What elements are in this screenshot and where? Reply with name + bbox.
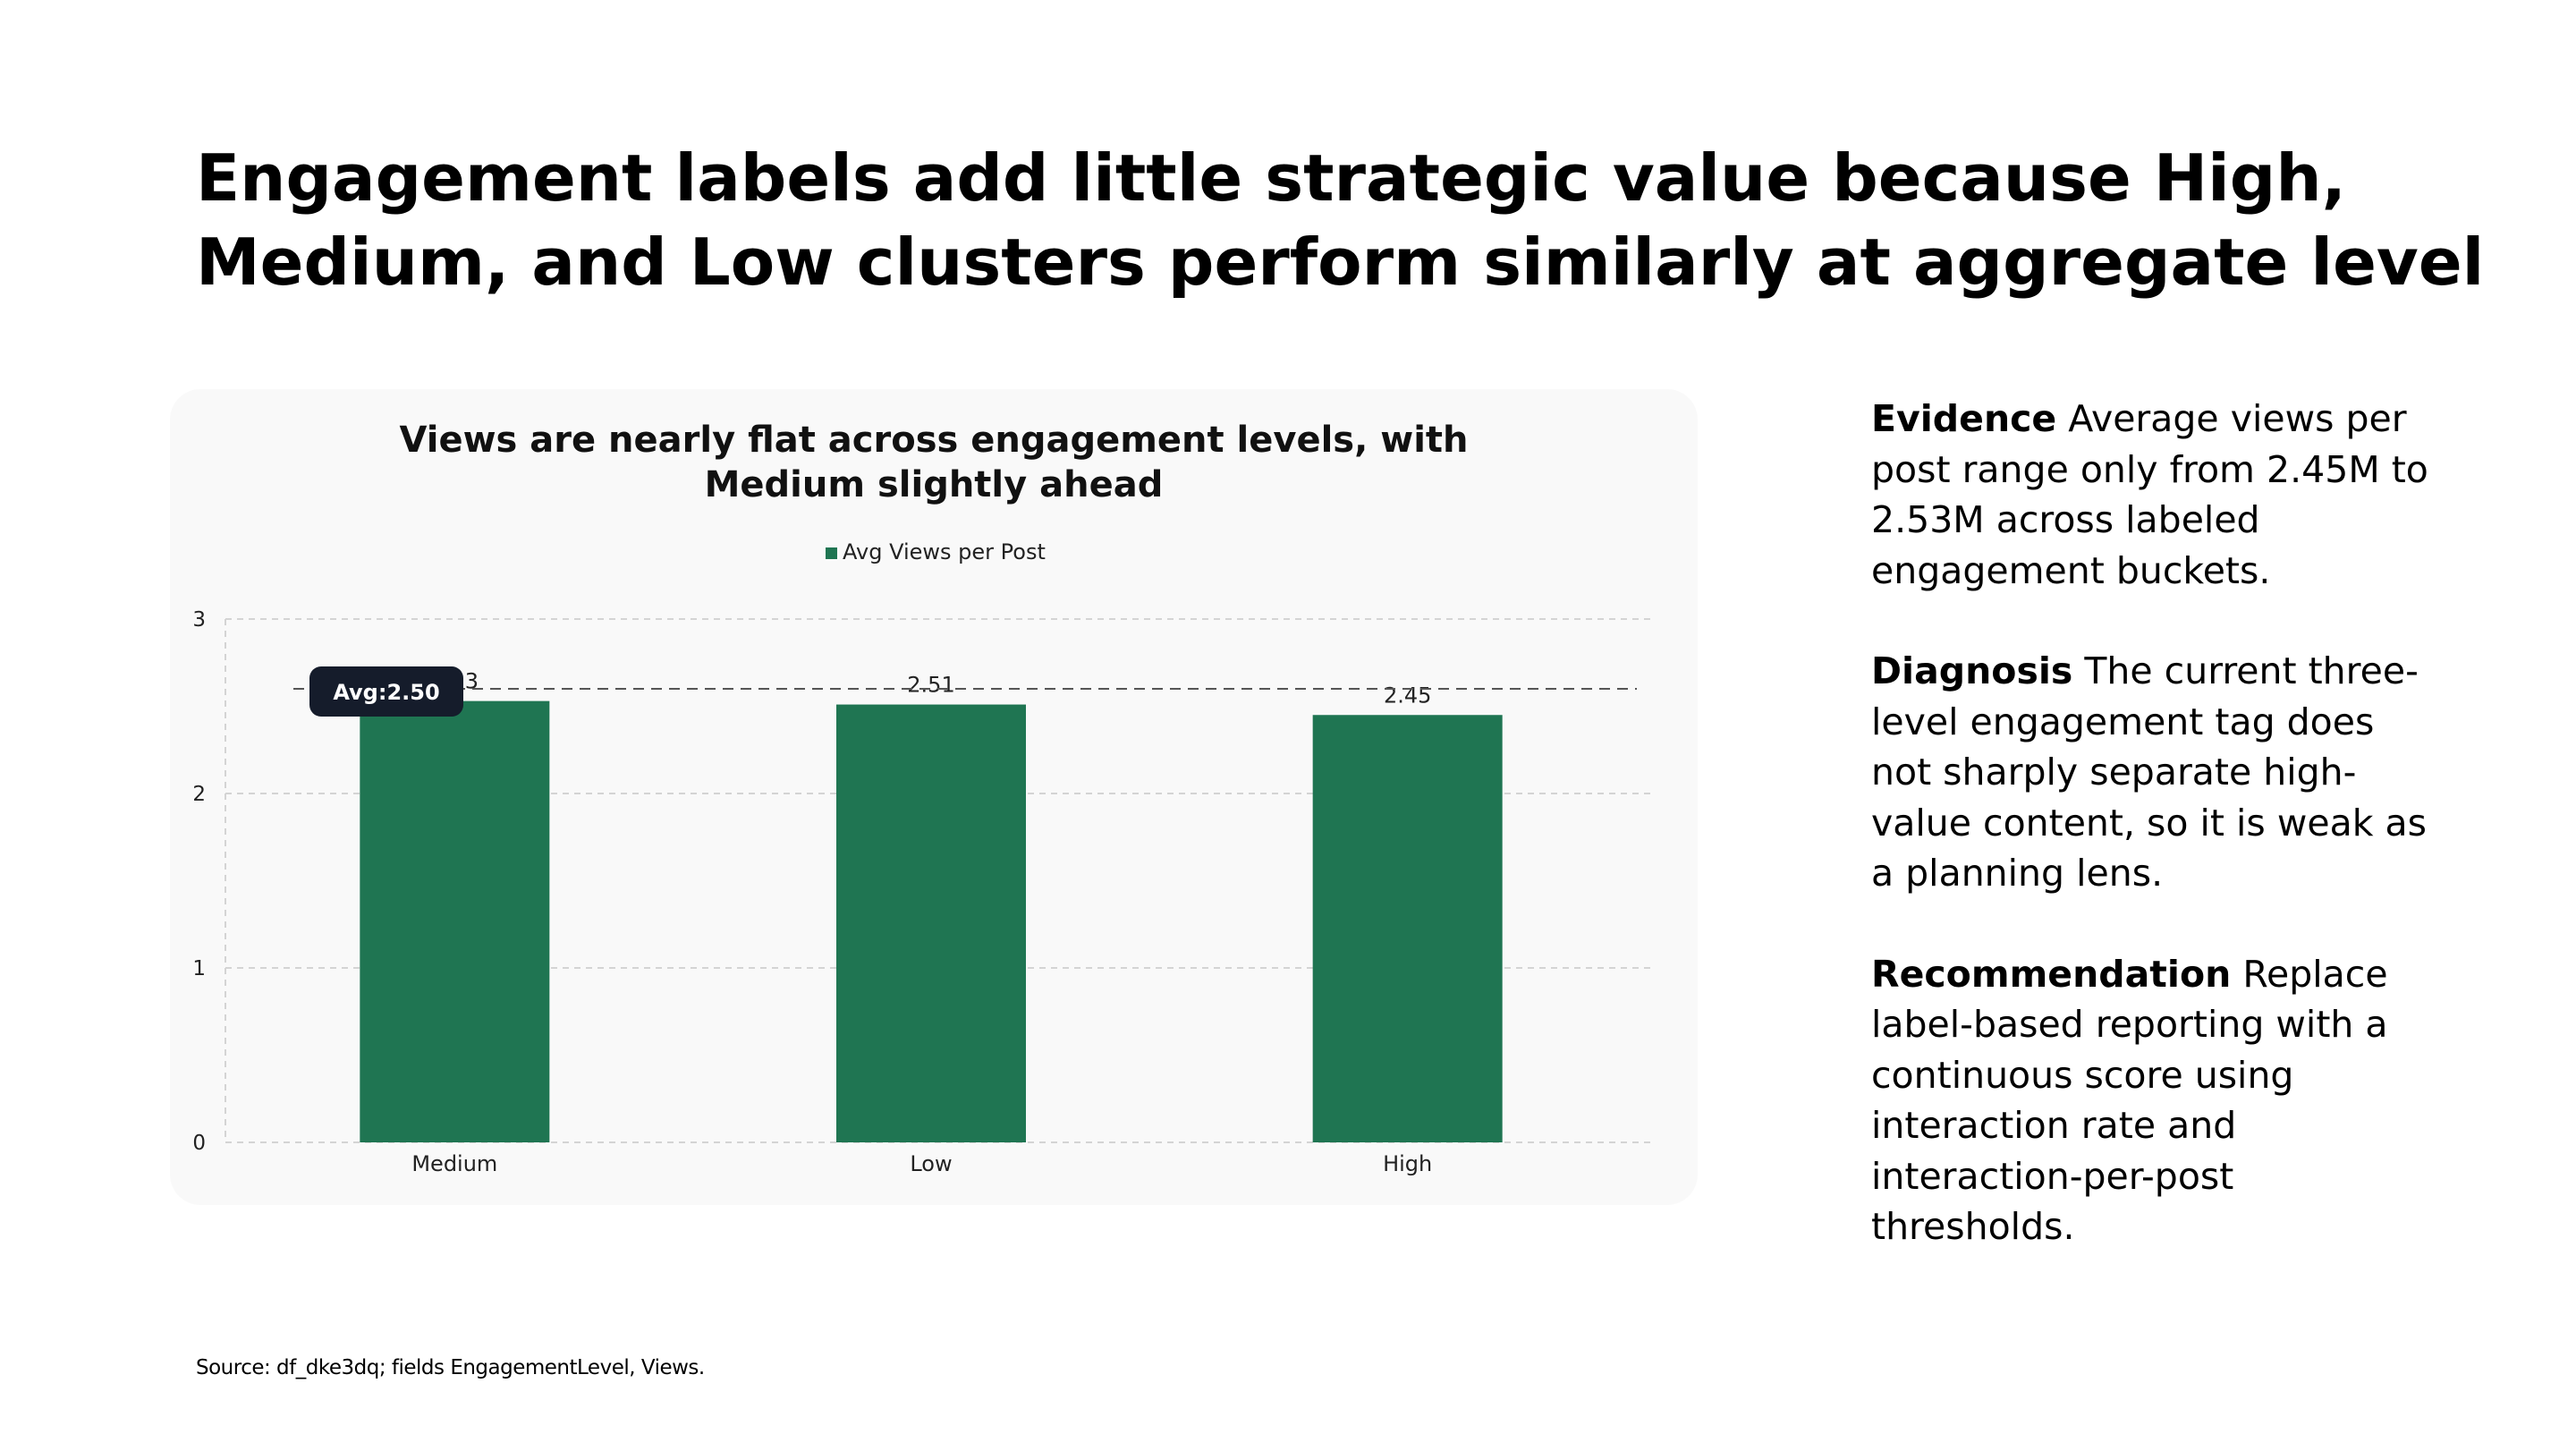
- insight-panel: Evidence Average views per post range on…: [1871, 394, 2444, 1303]
- bar-chart: Views are nearly flat across engagement …: [192, 420, 1655, 1176]
- diagnosis-text: The current three-level engagement tag d…: [1871, 649, 2427, 895]
- slide-title: Engagement labels add little strategic v…: [196, 140, 2485, 300]
- chart-title-line: Views are nearly flat across engagement …: [400, 420, 1469, 461]
- y-tick-label: 2: [192, 783, 206, 806]
- x-tick-label: Medium: [411, 1151, 497, 1176]
- diagnosis-block: Diagnosis The current three-level engage…: [1871, 646, 2444, 899]
- recommendation-block: Recommendation Replace label-based repor…: [1871, 949, 2444, 1252]
- evidence-text: Average views per post range only from 2…: [1871, 397, 2428, 592]
- bar-low: [836, 704, 1026, 1142]
- average-badge: [309, 666, 463, 717]
- recommendation-heading: Recommendation: [1871, 952, 2232, 996]
- y-tick-label: 1: [192, 957, 206, 980]
- evidence-block: Evidence Average views per post range on…: [1871, 394, 2444, 596]
- y-tick-label: 0: [192, 1132, 206, 1155]
- average-badge-label: Avg:2.50: [333, 680, 439, 705]
- x-tick-label: Low: [910, 1151, 952, 1176]
- source-note: Source: df_dke3dq; fields EngagementLeve…: [196, 1356, 705, 1379]
- data-label: 2.51: [907, 673, 954, 698]
- chart-card: Views are nearly flat across engagement …: [170, 389, 1698, 1205]
- legend-swatch: [826, 547, 837, 559]
- bar-high: [1312, 715, 1503, 1142]
- data-label: 2.45: [1384, 683, 1431, 708]
- evidence-heading: Evidence: [1871, 397, 2057, 440]
- bar-medium: [360, 700, 550, 1142]
- legend-label: Avg Views per Post: [843, 539, 1046, 564]
- chart-title-line: Medium slightly ahead: [705, 464, 1164, 505]
- y-tick-label: 3: [192, 608, 206, 632]
- recommendation-text: Replace label-based reporting with a con…: [1871, 952, 2388, 1249]
- diagnosis-heading: Diagnosis: [1871, 649, 2073, 692]
- x-tick-label: High: [1383, 1151, 1432, 1176]
